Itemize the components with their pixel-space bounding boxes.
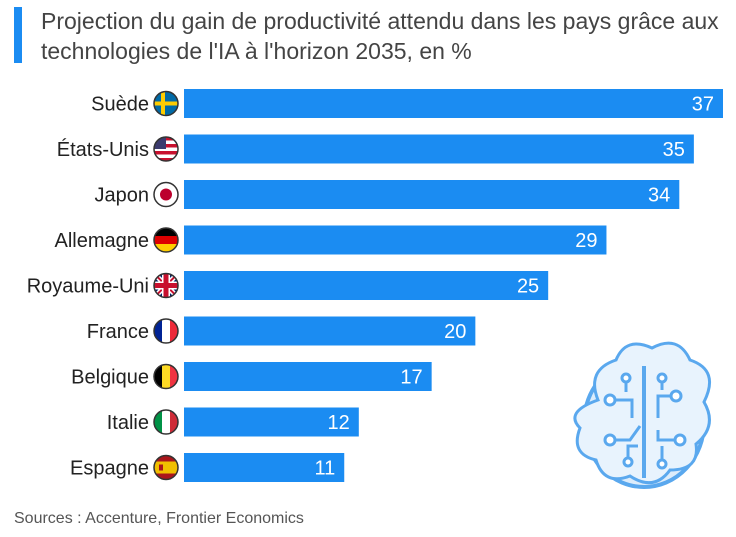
category-label: Belgique	[71, 367, 149, 389]
flag-outline	[153, 227, 179, 253]
bar-value-label: 35	[663, 139, 685, 161]
bar-value-label: 25	[517, 276, 539, 298]
bar	[184, 271, 549, 300]
belgium-flag-icon	[154, 364, 178, 389]
bar-value-label: 17	[400, 367, 422, 389]
spain-flag-icon	[154, 455, 178, 480]
flag-outline	[153, 272, 179, 299]
bar	[184, 362, 432, 391]
bar-value-label: 11	[314, 458, 335, 480]
bar-value-label: 37	[692, 94, 714, 116]
category-label: Japon	[95, 185, 150, 207]
bar	[184, 89, 723, 118]
category-label: Suède	[91, 94, 149, 116]
flag-outline	[153, 363, 179, 390]
germany-flag-icon	[154, 228, 178, 252]
source-note: Sources : Accenture, Frontier Economics	[14, 510, 304, 527]
chart-title: Projection du gain de productivité atten…	[41, 8, 719, 64]
bar	[184, 407, 359, 437]
category-label: Allemagne	[54, 230, 149, 252]
category-label: Royaume-Uni	[27, 276, 149, 298]
bar	[184, 180, 680, 209]
usa-flag-icon	[154, 137, 178, 161]
flag-outline	[153, 181, 179, 208]
bar	[184, 453, 345, 482]
bar-value-label: 34	[648, 185, 670, 207]
flag-outline	[153, 454, 179, 481]
bar-value-label: 29	[575, 230, 597, 252]
flag-outline	[153, 90, 179, 117]
bar-value-label: 20	[444, 321, 466, 343]
category-label: Espagne	[70, 458, 149, 480]
flag-outline	[153, 409, 179, 435]
category-label: France	[87, 321, 149, 343]
brain-circuit-icon	[573, 341, 712, 489]
category-label: États-Unis	[57, 138, 149, 161]
flag-outline	[153, 318, 179, 344]
flag-outline	[153, 136, 179, 162]
title-accent-bar	[14, 7, 22, 63]
bar	[184, 225, 607, 255]
category-label: Italie	[107, 412, 149, 434]
italy-flag-icon	[154, 410, 178, 434]
bar	[184, 134, 694, 164]
france-flag-icon	[154, 319, 178, 343]
bar	[184, 316, 476, 346]
bar-value-label: 12	[328, 412, 350, 434]
